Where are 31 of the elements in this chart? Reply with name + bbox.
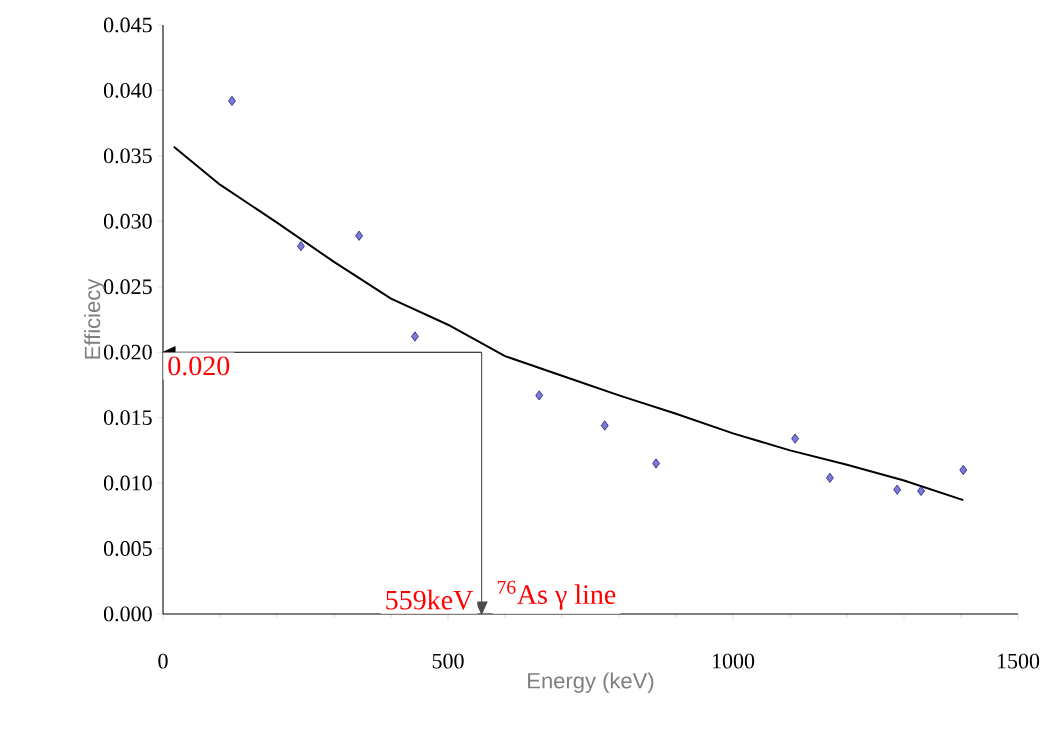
y-tick-label: 0.025 [103, 279, 152, 295]
annotation: $^{76}$As γ line [497, 580, 616, 610]
y-tick-label: 0.035 [103, 148, 152, 164]
point [228, 95, 236, 106]
point [652, 458, 660, 469]
x-tick-label: 0 [158, 653, 168, 669]
point [959, 465, 968, 476]
y-tick-label: 0.020 [103, 344, 152, 360]
x-axis-title: Energy (keV) [528, 672, 654, 693]
point [600, 420, 609, 431]
point [791, 433, 799, 444]
x-tick-label: 1500 [997, 653, 1040, 669]
y-axis-title: Efficiecy [84, 278, 105, 359]
y-tick-label: 0.030 [103, 213, 152, 229]
y-tick-label: 0.040 [103, 82, 152, 98]
point [411, 331, 419, 342]
ref-line-label: 0.020 [168, 356, 230, 376]
y-tick-label: 0.005 [103, 541, 152, 557]
point [355, 230, 363, 241]
point [535, 390, 544, 401]
point [826, 472, 834, 483]
ref-line-label: 559keV [386, 589, 474, 610]
y-tick-label: 0.015 [103, 410, 152, 426]
y-tick-label: 0.000 [103, 606, 152, 622]
point [893, 484, 901, 495]
y-tick-label: 0.010 [103, 475, 152, 491]
y-tick-label: 0.045 [103, 17, 152, 33]
x-tick-label: 1000 [712, 653, 755, 669]
x-tick-label: 500 [432, 653, 464, 669]
point [917, 485, 925, 496]
point [297, 241, 305, 252]
